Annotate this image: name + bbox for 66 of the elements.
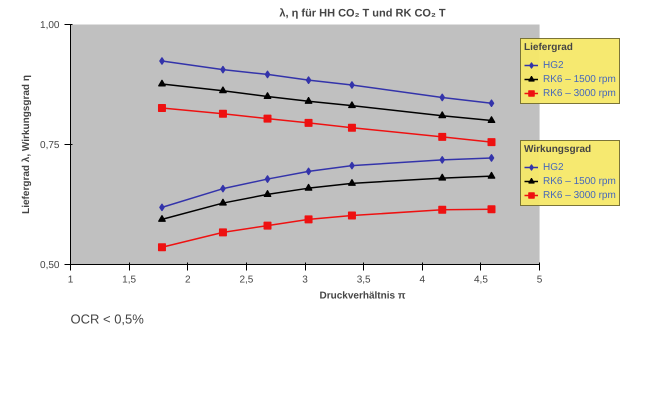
x-tick-label: 5 <box>536 274 543 286</box>
x-axis-title: Druckverhältnis π <box>319 290 406 302</box>
annotation: Liefergrad <box>524 42 574 53</box>
point <box>304 96 313 104</box>
x-tick-label: 3 <box>302 274 308 286</box>
point <box>158 243 166 252</box>
point <box>264 175 270 184</box>
point <box>488 99 494 108</box>
point <box>264 92 272 100</box>
legend-label: RK6 – 3000 rpm <box>543 86 616 100</box>
point <box>487 172 496 179</box>
point <box>306 76 312 84</box>
point <box>158 214 166 222</box>
point <box>349 162 355 170</box>
x-tick-label: 3,5 <box>356 274 372 286</box>
x-tick-label: 4 <box>420 274 426 286</box>
y-tick-label: 0,75 <box>40 140 60 151</box>
point <box>439 93 446 102</box>
point <box>349 80 355 89</box>
point <box>438 111 446 118</box>
point <box>264 70 270 78</box>
point <box>158 104 166 112</box>
legend-label: RK6 – 1500 rpm <box>543 174 616 188</box>
point <box>158 79 166 87</box>
point <box>306 167 312 176</box>
legend-label: HG2 <box>543 58 564 72</box>
x-tick-label: 4,5 <box>474 274 488 286</box>
point <box>220 184 226 193</box>
x-tick-label: 2 <box>184 274 191 286</box>
point <box>488 154 494 162</box>
y-tick-label: 1,00 <box>40 20 60 31</box>
point <box>438 174 446 181</box>
point <box>220 66 226 74</box>
x-tick-label: 1,5 <box>122 274 137 286</box>
point <box>438 206 446 214</box>
point <box>348 178 356 186</box>
point <box>487 205 496 214</box>
point <box>438 132 446 141</box>
chart-title: λ, η für HH CO₂ T und RK CO₂ T <box>279 8 446 20</box>
point <box>159 56 165 65</box>
point <box>348 101 356 108</box>
legend-label: HG2 <box>543 160 564 174</box>
point <box>487 138 496 146</box>
text: OCR < 0,5% <box>70 312 144 326</box>
annotation: Wirkungsgrad <box>524 144 592 155</box>
point <box>264 222 272 230</box>
y-tick-label: 0,50 <box>40 260 60 271</box>
x-tick-label: 2,5 <box>239 274 254 286</box>
x-tick-label: 1 <box>68 274 74 286</box>
point <box>304 184 313 191</box>
point <box>264 114 272 123</box>
legend-label: RK6 – 1500 rpm <box>543 72 616 86</box>
point <box>218 86 227 94</box>
point <box>159 203 165 212</box>
point <box>218 110 227 118</box>
point <box>487 116 496 124</box>
point <box>218 198 227 206</box>
point <box>348 212 356 220</box>
point <box>348 124 356 132</box>
point <box>264 190 272 197</box>
y-axis-title: Liefergrad λ, Wirkungsgrad η <box>21 75 32 214</box>
legend-label: RK6 – 3000 rpm <box>543 188 616 202</box>
point <box>218 228 227 236</box>
point <box>439 156 446 164</box>
point <box>304 118 313 127</box>
point <box>304 215 313 224</box>
